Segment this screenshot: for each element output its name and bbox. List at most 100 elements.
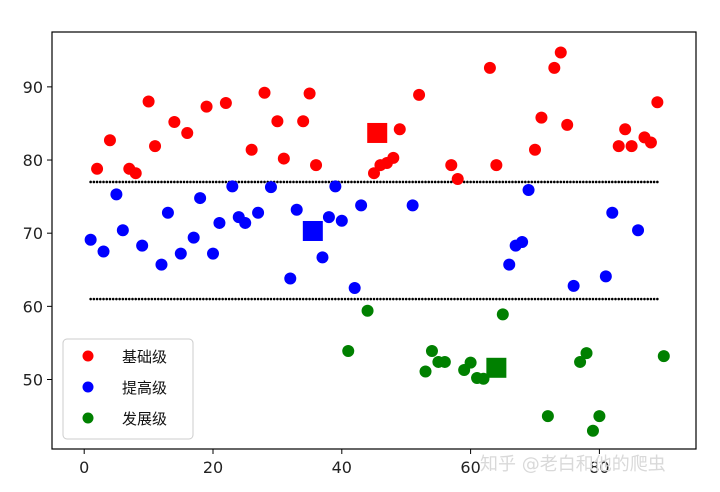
threshold-dot xyxy=(437,180,440,184)
threshold-lines xyxy=(89,180,659,301)
threshold-dot xyxy=(388,180,392,184)
threshold-dot xyxy=(498,297,501,301)
threshold-dot xyxy=(472,180,476,184)
y-tick-label: 90 xyxy=(23,78,43,97)
threshold-dot xyxy=(250,180,253,184)
threshold-dot xyxy=(214,180,218,184)
threshold-dot xyxy=(569,180,572,184)
threshold-dot xyxy=(601,297,604,301)
threshold-dot xyxy=(533,180,537,184)
threshold-dot xyxy=(182,180,186,184)
threshold-dot xyxy=(176,180,179,184)
threshold-dot xyxy=(92,180,96,184)
data-point-advanced xyxy=(187,231,200,244)
threshold-dot xyxy=(240,297,244,301)
threshold-dot xyxy=(221,180,224,184)
threshold-dot xyxy=(195,297,199,301)
threshold-dot xyxy=(211,180,215,184)
data-point-basic xyxy=(535,111,548,124)
centroid-marker-development xyxy=(486,357,507,378)
threshold-dot xyxy=(324,180,328,184)
threshold-dot xyxy=(533,297,537,301)
threshold-dot xyxy=(462,180,466,184)
x-tick-label: 20 xyxy=(203,458,223,477)
threshold-dot xyxy=(495,297,498,301)
threshold-dot xyxy=(643,297,646,301)
threshold-dot xyxy=(192,180,195,184)
threshold-dot xyxy=(282,297,286,301)
threshold-dot xyxy=(617,180,621,184)
threshold-dot xyxy=(433,180,437,184)
threshold-dot xyxy=(353,180,356,184)
threshold-dot xyxy=(543,297,546,301)
data-point-basic xyxy=(413,88,426,101)
threshold-dot xyxy=(572,180,575,184)
threshold-dot xyxy=(540,297,543,301)
threshold-dot xyxy=(649,297,653,301)
threshold-dot xyxy=(221,297,224,301)
threshold-dot xyxy=(359,297,363,301)
threshold-dot xyxy=(250,297,253,301)
data-point-advanced xyxy=(136,239,149,252)
threshold-dot xyxy=(369,180,373,184)
threshold-dot xyxy=(546,180,550,184)
threshold-dot xyxy=(656,297,659,301)
data-point-development xyxy=(464,356,477,369)
threshold-dot xyxy=(491,180,495,184)
threshold-dot xyxy=(356,297,360,301)
threshold-dot xyxy=(243,180,247,184)
threshold-dot xyxy=(292,297,295,301)
data-point-advanced xyxy=(316,251,329,264)
threshold-dot xyxy=(95,297,99,301)
threshold-dot xyxy=(137,297,141,301)
threshold-dot xyxy=(433,297,437,301)
threshold-dot xyxy=(173,297,176,301)
threshold-dot xyxy=(147,180,150,184)
threshold-dot xyxy=(536,297,540,301)
threshold-dot xyxy=(517,180,521,184)
threshold-dot xyxy=(594,297,598,301)
threshold-dot xyxy=(147,297,150,301)
threshold-dot xyxy=(285,297,289,301)
threshold-dot xyxy=(404,180,408,184)
threshold-dot xyxy=(121,297,125,301)
threshold-dot xyxy=(627,297,630,301)
data-point-advanced xyxy=(632,224,645,237)
threshold-dot xyxy=(295,297,299,301)
data-point-development xyxy=(361,304,374,317)
threshold-dot xyxy=(482,180,485,184)
threshold-dot xyxy=(633,180,637,184)
threshold-dot xyxy=(279,180,282,184)
threshold-dot xyxy=(214,297,218,301)
data-point-basic xyxy=(387,151,400,164)
threshold-dot xyxy=(179,180,183,184)
threshold-dot xyxy=(385,297,389,301)
threshold-dot xyxy=(247,180,250,184)
data-point-advanced xyxy=(522,184,535,197)
threshold-dot xyxy=(124,297,128,301)
threshold-dot xyxy=(134,180,138,184)
threshold-dot xyxy=(324,297,328,301)
threshold-dot xyxy=(208,297,212,301)
threshold-dot xyxy=(536,180,540,184)
threshold-dot xyxy=(372,180,376,184)
threshold-dot xyxy=(327,297,331,301)
data-point-basic xyxy=(245,143,258,156)
data-point-advanced xyxy=(335,214,348,227)
threshold-dot xyxy=(247,297,250,301)
data-point-basic xyxy=(258,86,271,99)
threshold-dot xyxy=(169,297,173,301)
data-point-advanced xyxy=(567,279,580,292)
threshold-dot xyxy=(156,297,160,301)
threshold-dot xyxy=(427,297,431,301)
threshold-dot xyxy=(185,297,189,301)
threshold-dot xyxy=(401,180,405,184)
threshold-dot xyxy=(115,297,118,301)
threshold-dot xyxy=(189,297,192,301)
threshold-dot xyxy=(610,180,614,184)
threshold-dot xyxy=(598,180,601,184)
data-point-basic xyxy=(612,140,625,153)
threshold-dot xyxy=(443,180,447,184)
threshold-dot xyxy=(385,180,389,184)
threshold-dot xyxy=(205,297,208,301)
